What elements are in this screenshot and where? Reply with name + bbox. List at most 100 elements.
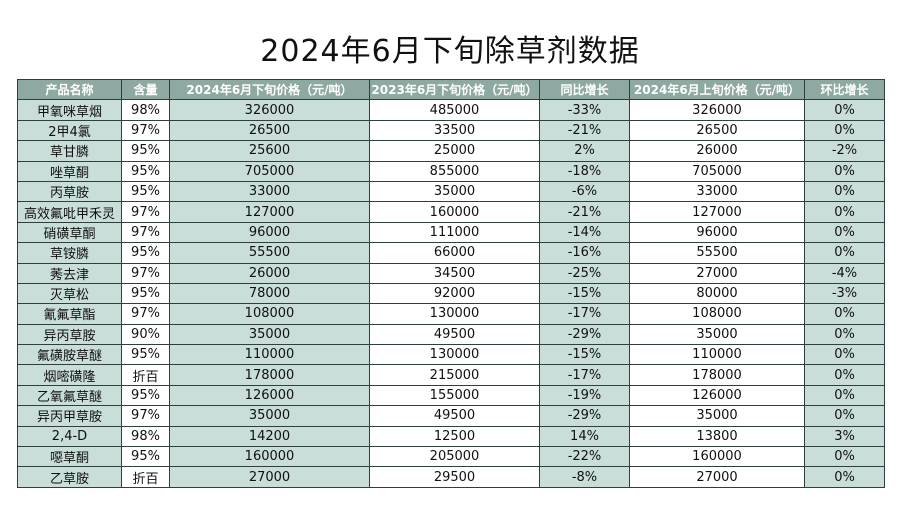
table-row: 烟嘧磺隆 折百 178000 215000 -17% 178000 0% xyxy=(17,364,885,386)
cell-price-2024-late-june: 126000 xyxy=(169,384,370,407)
cell-price-2024-early-june: 26000 xyxy=(629,140,805,162)
cell-mom-growth: 0% xyxy=(804,160,885,182)
cell-price-2024-early-june: 27000 xyxy=(629,262,805,284)
cell-price-2023-late-june: 49500 xyxy=(369,405,540,427)
cell-price-2023-late-june: 855000 xyxy=(369,160,540,182)
cell-price-2023-late-june: 215000 xyxy=(369,364,540,386)
cell-price-2024-early-june: 35000 xyxy=(629,323,805,346)
cell-price-2024-early-june: 705000 xyxy=(629,160,805,182)
cell-yoy-growth: -16% xyxy=(539,242,630,264)
cell-yoy-growth: -17% xyxy=(539,364,630,386)
cell-product-name: 唑草酮 xyxy=(17,160,122,182)
cell-price-2024-late-june: 127000 xyxy=(169,201,370,223)
cell-content: 95% xyxy=(121,242,170,264)
cell-yoy-growth: -21% xyxy=(539,201,630,223)
cell-product-name: 噁草酮 xyxy=(17,446,122,468)
cell-yoy-growth: -29% xyxy=(539,405,630,427)
cell-yoy-growth: -33% xyxy=(539,99,630,121)
herbicide-price-table: 产品名称 含量 2024年6月下旬价格（元/吨） 2023年6月下旬价格（元/吨） 同比… xyxy=(17,78,885,488)
cell-price-2023-late-june: 29500 xyxy=(369,466,540,488)
cell-price-2023-late-june: 25000 xyxy=(369,140,540,162)
cell-price-2024-late-june: 326000 xyxy=(169,99,370,121)
cell-content: 95% xyxy=(121,140,170,162)
cell-price-2023-late-june: 155000 xyxy=(369,384,540,407)
cell-price-2023-late-june: 160000 xyxy=(369,201,540,223)
cell-content: 95% xyxy=(121,282,170,305)
table-row: 草甘膦 95% 25600 25000 2% 26000 -2% xyxy=(17,140,885,162)
cell-price-2024-late-june: 108000 xyxy=(169,303,370,325)
cell-content: 97% xyxy=(121,201,170,223)
cell-content: 折百 xyxy=(121,466,170,488)
cell-price-2024-early-june: 126000 xyxy=(629,384,805,407)
table-row: 异丙草胺 90% 35000 49500 -29% 35000 0% xyxy=(17,323,885,346)
cell-price-2023-late-june: 111000 xyxy=(369,221,540,244)
cell-content: 97% xyxy=(121,262,170,284)
cell-yoy-growth: -29% xyxy=(539,323,630,346)
cell-product-name: 异丙草胺 xyxy=(17,323,122,346)
cell-price-2024-late-june: 178000 xyxy=(169,364,370,386)
column-header-price-2024-early-june: 2024年6月上旬价格（元/吨） xyxy=(629,78,805,101)
cell-price-2023-late-june: 130000 xyxy=(369,303,540,325)
cell-mom-growth: 3% xyxy=(804,425,885,448)
cell-mom-growth: 0% xyxy=(804,323,885,346)
cell-product-name: 草铵膦 xyxy=(17,242,122,264)
cell-price-2024-late-june: 33000 xyxy=(169,180,370,203)
table-header-row: 产品名称 含量 2024年6月下旬价格（元/吨） 2023年6月下旬价格（元/吨） 同比… xyxy=(17,78,885,101)
cell-price-2024-early-june: 127000 xyxy=(629,201,805,223)
cell-price-2024-early-june: 326000 xyxy=(629,99,805,121)
cell-price-2024-early-june: 26500 xyxy=(629,119,805,142)
cell-yoy-growth: -6% xyxy=(539,180,630,203)
cell-price-2024-late-june: 160000 xyxy=(169,446,370,468)
cell-price-2023-late-june: 12500 xyxy=(369,425,540,448)
cell-mom-growth: 0% xyxy=(804,384,885,407)
cell-product-name: 乙草胺 xyxy=(17,466,122,488)
cell-mom-growth: 0% xyxy=(804,201,885,223)
cell-price-2024-early-june: 96000 xyxy=(629,221,805,244)
cell-product-name: 异丙甲草胺 xyxy=(17,405,122,427)
cell-price-2023-late-june: 485000 xyxy=(369,99,540,121)
cell-product-name: 硝磺草酮 xyxy=(17,221,122,244)
cell-price-2024-late-june: 78000 xyxy=(169,282,370,305)
cell-content: 90% xyxy=(121,323,170,346)
cell-yoy-growth: 2% xyxy=(539,140,630,162)
cell-mom-growth: 0% xyxy=(804,344,885,366)
cell-mom-growth: 0% xyxy=(804,446,885,468)
table-row: 唑草酮 95% 705000 855000 -18% 705000 0% xyxy=(17,160,885,182)
cell-content: 97% xyxy=(121,303,170,325)
cell-content: 95% xyxy=(121,384,170,407)
cell-content: 98% xyxy=(121,99,170,121)
table-row: 灭草松 95% 78000 92000 -15% 80000 -3% xyxy=(17,282,885,305)
table-row: 噁草酮 95% 160000 205000 -22% 160000 0% xyxy=(17,446,885,468)
table-row: 氰氟草酯 97% 108000 130000 -17% 108000 0% xyxy=(17,303,885,325)
cell-price-2024-late-june: 55500 xyxy=(169,242,370,264)
cell-content: 95% xyxy=(121,446,170,468)
cell-product-name: 草甘膦 xyxy=(17,140,122,162)
cell-price-2023-late-june: 33500 xyxy=(369,119,540,142)
cell-price-2024-late-june: 27000 xyxy=(169,466,370,488)
cell-yoy-growth: 14% xyxy=(539,425,630,448)
column-header-price-2024-late-june: 2024年6月下旬价格（元/吨） xyxy=(169,78,370,101)
cell-price-2024-late-june: 25600 xyxy=(169,140,370,162)
table-row: 异丙甲草胺 97% 35000 49500 -29% 35000 0% xyxy=(17,405,885,427)
cell-mom-growth: -4% xyxy=(804,262,885,284)
cell-price-2024-late-june: 35000 xyxy=(169,323,370,346)
cell-product-name: 莠去津 xyxy=(17,262,122,284)
table-row: 莠去津 97% 26000 34500 -25% 27000 -4% xyxy=(17,262,885,284)
cell-yoy-growth: -15% xyxy=(539,282,630,305)
cell-price-2024-early-june: 33000 xyxy=(629,180,805,203)
cell-product-name: 甲氧咪草烟 xyxy=(17,99,122,121)
cell-yoy-growth: -15% xyxy=(539,344,630,366)
cell-price-2023-late-june: 92000 xyxy=(369,282,540,305)
cell-product-name: 2,4-D xyxy=(17,425,122,448)
cell-product-name: 灭草松 xyxy=(17,282,122,305)
cell-product-name: 烟嘧磺隆 xyxy=(17,364,122,386)
table-row: 2甲4氯 97% 26500 33500 -21% 26500 0% xyxy=(17,119,885,142)
table-body: 甲氧咪草烟 98% 326000 485000 -33% 326000 0% 2甲4氯 97% 2… xyxy=(17,99,885,488)
cell-mom-growth: 0% xyxy=(804,405,885,427)
cell-price-2024-late-june: 35000 xyxy=(169,405,370,427)
column-header-content: 含量 xyxy=(121,78,170,101)
cell-yoy-growth: -21% xyxy=(539,119,630,142)
cell-price-2023-late-june: 66000 xyxy=(369,242,540,264)
cell-mom-growth: 0% xyxy=(804,221,885,244)
cell-mom-growth: -3% xyxy=(804,282,885,305)
